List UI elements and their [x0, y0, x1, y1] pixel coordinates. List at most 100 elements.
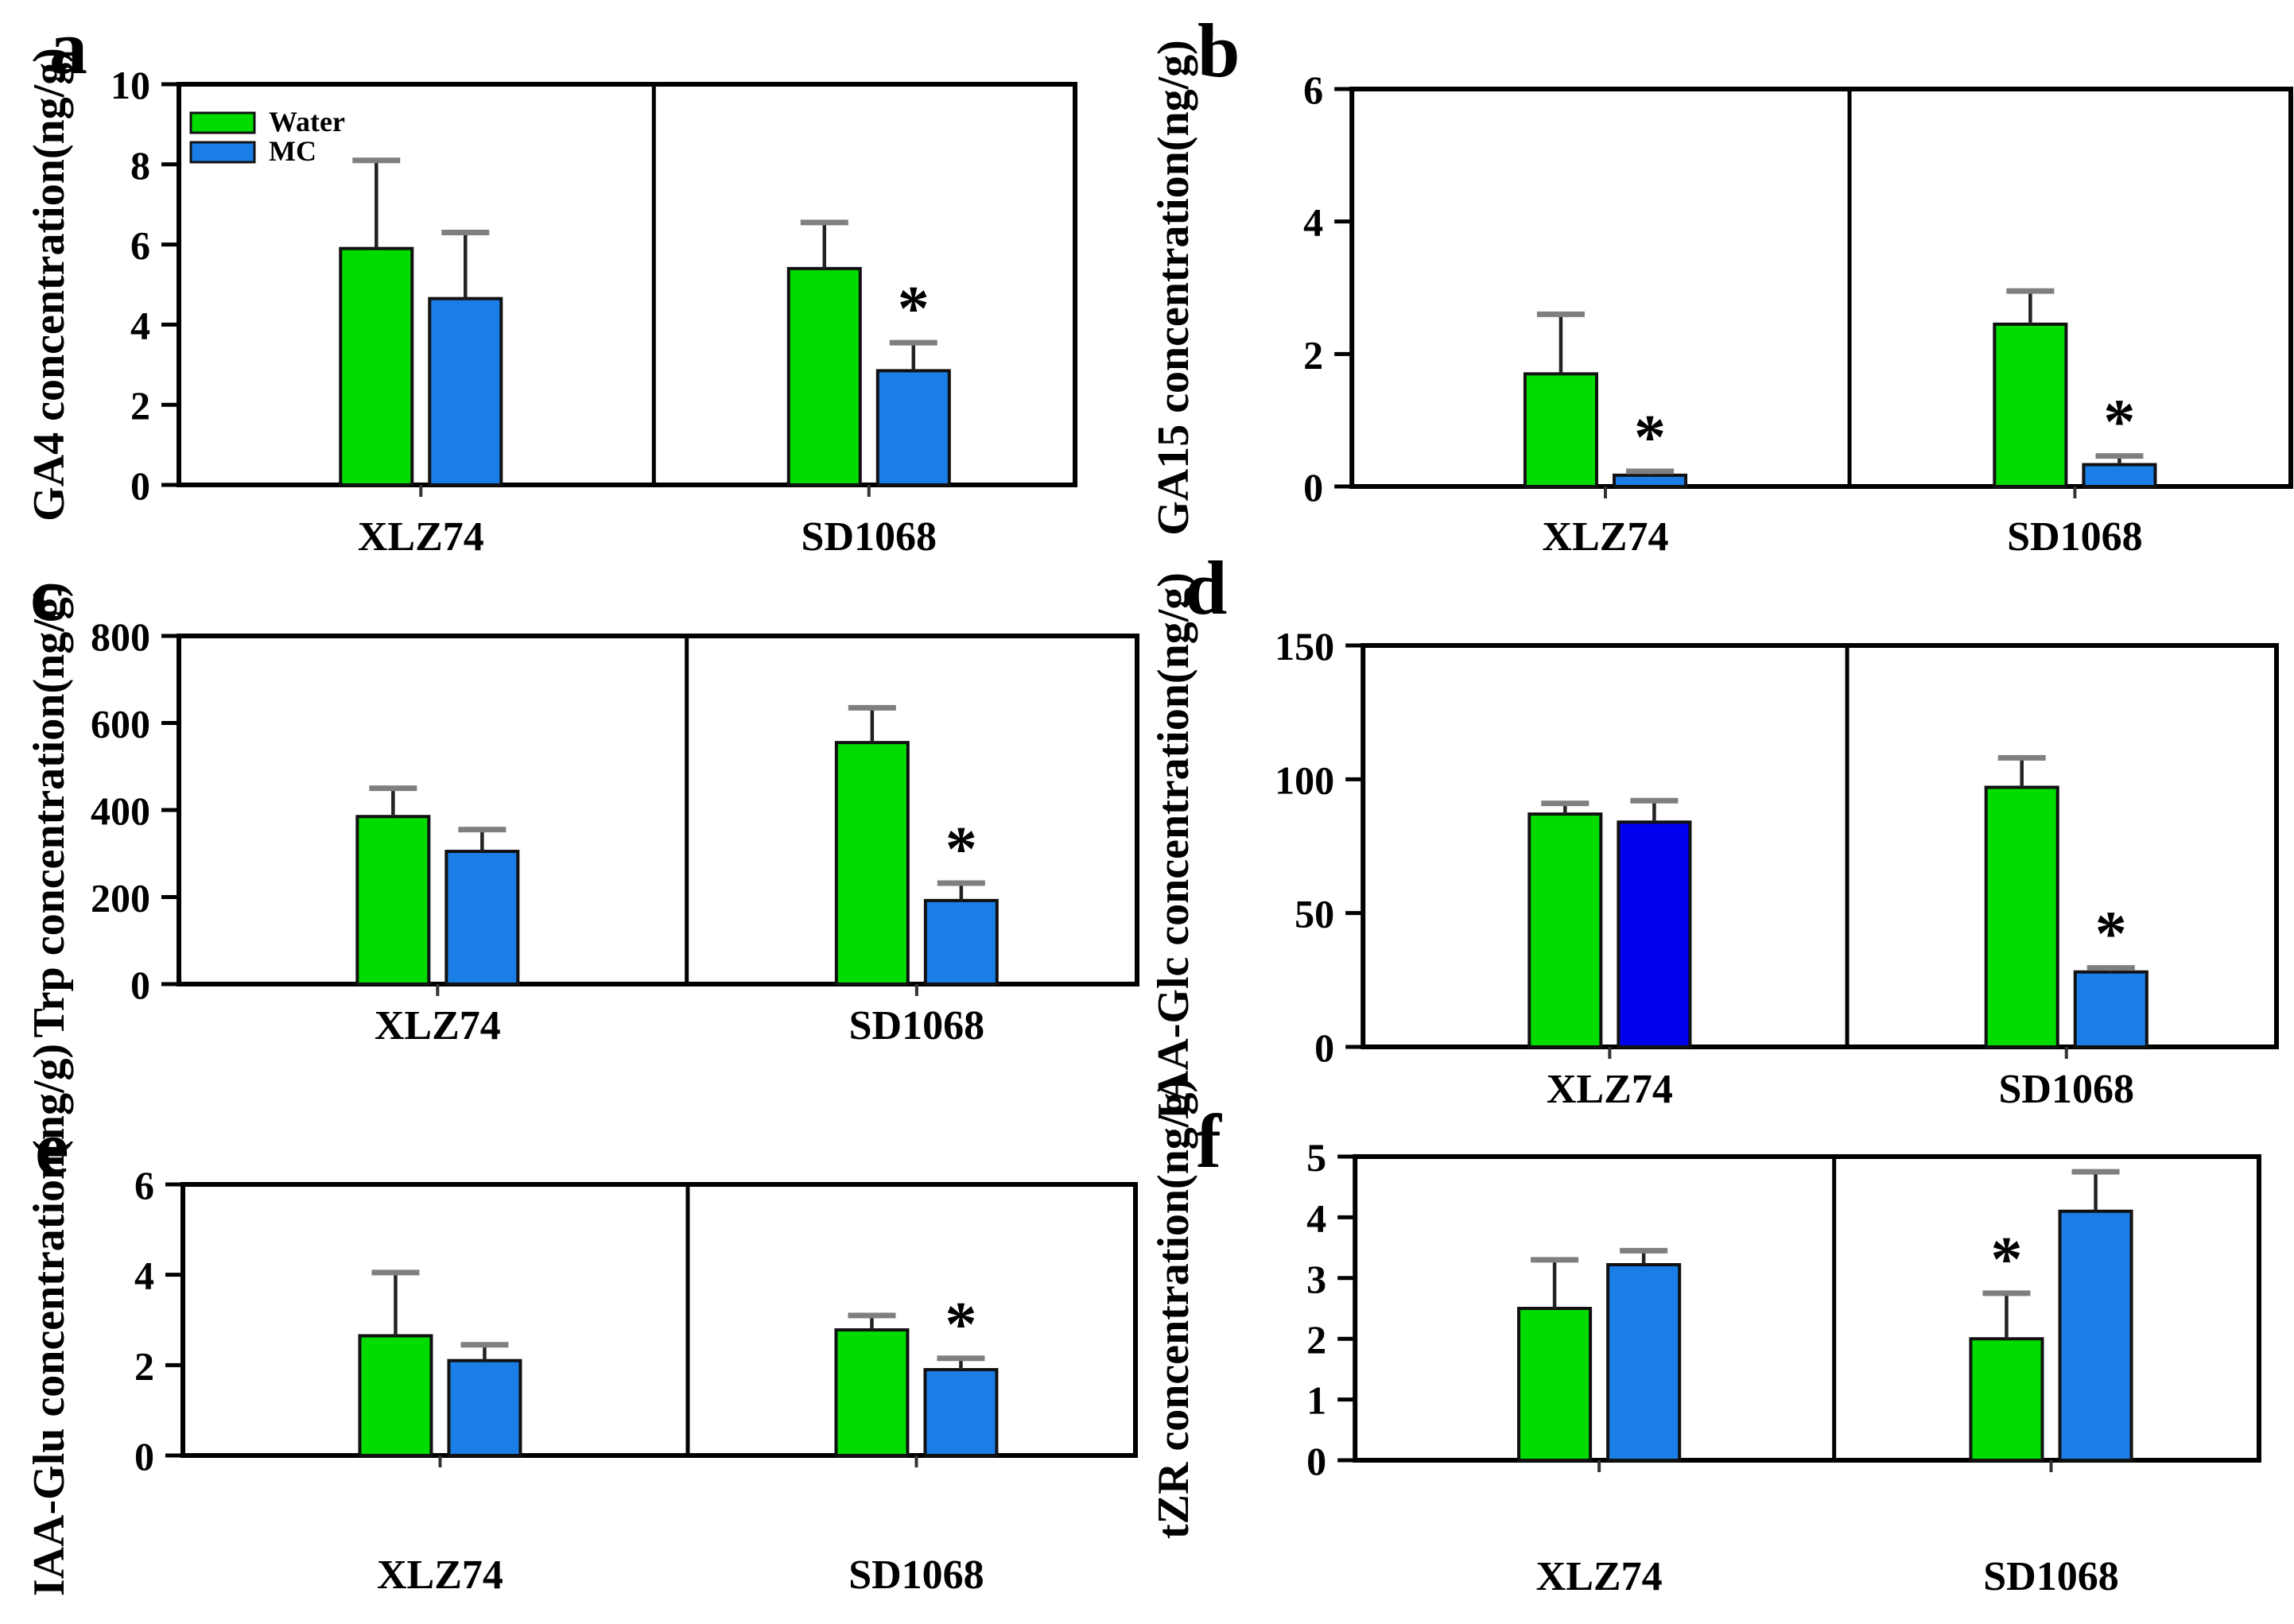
bar-water-xlz74 [358, 1334, 433, 1457]
bar-mc-xlz74 [444, 850, 520, 986]
y-tick-label: 0 [130, 463, 150, 508]
chart-panel-f: tZR concentration(ng/g) 0 1 2 3 4 5 XLZ74 SD1068… [1147, 1078, 2294, 1624]
chart-svg-e: IAA-Glu concentration(ng/g) 0 2 4 6 XLZ74 SD10… [25, 1044, 1138, 1598]
y-tick-label: 4 [1303, 200, 1323, 245]
y-tick-label: 6 [134, 1163, 154, 1207]
category-label: SD1068 [848, 1552, 984, 1598]
bar-mc-sd1068 [2082, 463, 2157, 488]
y-tick-label: 4 [1306, 1196, 1326, 1240]
y-tick-label: 400 [91, 789, 150, 833]
bar-water-sd1068 [1993, 322, 2068, 489]
bar-mc-xlz74 [1606, 1262, 1682, 1462]
category-label: XLZ74 [1543, 514, 1669, 560]
y-axis-label: GA4 concentration(ng/g) [25, 48, 74, 521]
y-tick-label: 0 [1303, 465, 1323, 510]
y-axis-label: IAA-Glc concentration(ng/g) [1149, 572, 1198, 1120]
y-tick-label: 100 [1275, 758, 1334, 802]
plot-frame [180, 1182, 1138, 1458]
category-label: XLZ74 [1536, 1554, 1663, 1599]
legend-label-mc: MC [269, 135, 316, 167]
significance-star: * [945, 815, 977, 885]
category-label: XLZ74 [358, 514, 484, 560]
bar-water-sd1068 [834, 1328, 910, 1457]
y-tick-label: 150 [1275, 624, 1334, 669]
y-tick-label: 10 [111, 63, 150, 107]
bar-water-xlz74 [1523, 372, 1598, 489]
y-axis-label: GA15 concentration(ng/g) [1149, 40, 1198, 536]
y-tick-label: 6 [1303, 68, 1323, 112]
y-tick-label: 3 [1306, 1257, 1326, 1301]
plot-frame [177, 82, 1077, 487]
y-tick-label: 2 [130, 383, 150, 428]
bar-water-sd1068 [786, 266, 862, 486]
significance-star: * [898, 274, 930, 344]
y-tick-label: 6 [130, 223, 150, 268]
bar-mc-xlz74 [1613, 473, 1688, 488]
significance-star: * [1634, 403, 1666, 473]
bar-water-sd1068 [1969, 1337, 2044, 1463]
y-tick-label: 0 [130, 963, 150, 1007]
bar-mc-xlz74 [1617, 820, 1692, 1048]
bar-mc-sd1068 [875, 369, 951, 486]
y-tick-label: 2 [134, 1343, 154, 1388]
bar-mc-sd1068 [2058, 1209, 2133, 1462]
category-label: SD1068 [2007, 514, 2143, 560]
category-label: SD1068 [849, 1003, 984, 1048]
y-axis-label: Trp concentration(ng/g) [25, 583, 74, 1038]
chart-panel-c: Trp concentration(ng/g) 0 200 400 600 800 XLZ7… [0, 583, 1147, 1133]
y-tick-label: 0 [1314, 1025, 1334, 1070]
chart-panel-d: IAA-Glc concentration(ng/g) 0 50 100 150 XLZ7… [1147, 572, 2294, 1133]
bar-mc-sd1068 [923, 1368, 999, 1457]
y-tick-label: 2 [1303, 332, 1323, 377]
bar-water-sd1068 [1984, 785, 2059, 1049]
y-tick-label: 800 [91, 614, 150, 659]
y-tick-label: 0 [1306, 1439, 1326, 1483]
category-label: SD1068 [802, 514, 937, 560]
chart-panel-e: IAA-Glu concentration(ng/g) 0 2 4 6 XLZ74 SD10… [0, 1044, 1147, 1624]
y-tick-label: 1 [1306, 1378, 1326, 1423]
bar-water-sd1068 [834, 741, 910, 986]
y-tick-label: 2 [1306, 1317, 1326, 1362]
chart-panel-b: GA15 concentration(ng/g) 0 2 4 6 XLZ74 * SD1068… [1147, 0, 2294, 584]
bar-water-xlz74 [1527, 812, 1603, 1048]
chart-svg-d: IAA-Glc concentration(ng/g) 0 50 100 150 XLZ7… [1149, 572, 2279, 1120]
legend-swatch-mc [189, 141, 256, 164]
y-tick-label: 50 [1294, 892, 1334, 936]
y-tick-label: 8 [130, 143, 150, 188]
chart-svg-c: Trp concentration(ng/g) 0 200 400 600 800 XLZ7… [25, 583, 1139, 1048]
bar-mc-sd1068 [923, 898, 999, 986]
chart-svg-f: tZR concentration(ng/g) 0 1 2 3 4 5 XLZ74 SD1068… [1149, 1078, 2261, 1599]
bar-mc-xlz74 [447, 1359, 522, 1457]
category-label: XLZ74 [375, 1003, 501, 1048]
category-label: XLZ74 [377, 1552, 503, 1598]
chart-svg-a: GA4 concentration(ng/g) 0 2 4 6 8 10 XLZ74 SD106… [25, 48, 1077, 560]
bar-water-xlz74 [355, 815, 431, 986]
plot-frame [1360, 643, 2279, 1049]
y-tick-label: 600 [91, 702, 150, 746]
y-axis-label: IAA-Glu concentration(ng/g) [25, 1044, 74, 1596]
significance-star: * [945, 1290, 976, 1360]
y-tick-label: 200 [91, 876, 150, 921]
legend-swatch-water [189, 111, 256, 134]
y-axis-label: tZR concentration(ng/g) [1149, 1078, 1198, 1539]
y-tick-label: 4 [134, 1254, 154, 1298]
chart-panel-a: GA4 concentration(ng/g) 0 2 4 6 8 10 XLZ74 SD106… [0, 0, 1147, 584]
plot-frame [1349, 87, 2293, 489]
legend-label-water: Water [269, 106, 345, 138]
category-label: XLZ74 [1547, 1067, 1673, 1112]
y-tick-label: 0 [134, 1434, 154, 1479]
bar-water-xlz74 [1517, 1307, 1593, 1462]
category-label: SD1068 [1983, 1554, 2119, 1599]
significance-star: * [2103, 388, 2135, 458]
y-tick-label: 5 [1306, 1135, 1326, 1180]
significance-star: * [2095, 900, 2127, 970]
category-label: SD1068 [1998, 1067, 2134, 1112]
bar-water-xlz74 [339, 246, 414, 486]
bar-mc-sd1068 [2073, 970, 2148, 1049]
y-tick-label: 4 [130, 303, 150, 347]
bar-mc-xlz74 [428, 297, 503, 487]
plot-frame [1353, 1154, 2261, 1463]
significance-star: * [1990, 1225, 2022, 1295]
chart-svg-b: GA15 concentration(ng/g) 0 2 4 6 XLZ74 * SD1068… [1149, 40, 2293, 560]
